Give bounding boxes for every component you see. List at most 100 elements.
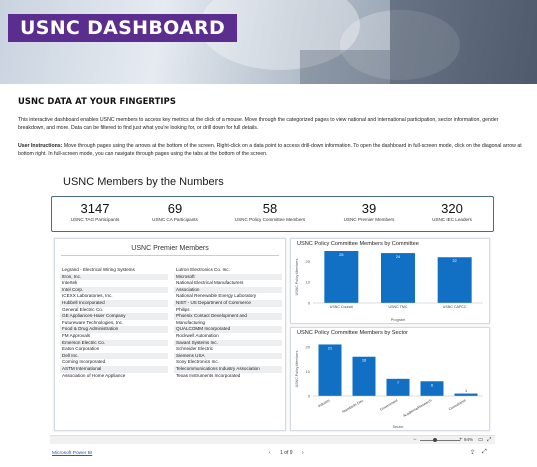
- premier-member-item[interactable]: Telecommunications Industry Association: [174, 365, 282, 373]
- premier-member-item[interactable]: General Electric Co.: [62, 306, 104, 312]
- premier-member-item[interactable]: Food & Drug Administration: [60, 326, 168, 333]
- data-label: 25: [339, 253, 343, 257]
- bar[interactable]: [437, 257, 472, 303]
- page-indicator: 1 of 9: [280, 450, 293, 456]
- y-tick-label: 20: [306, 344, 311, 349]
- premier-member-item[interactable]: Legrand - Electrical Wiring Systems: [62, 267, 135, 272]
- data-label: 24: [396, 255, 400, 259]
- data-label: 21: [328, 346, 332, 350]
- dashboard-title: USNC DASHBOARD: [8, 14, 238, 42]
- kpi-ca-participants[interactable]: 69 USNC CA Participants: [140, 201, 210, 223]
- kpi-value: 39: [361, 201, 377, 216]
- zoom-in-button[interactable]: +: [459, 437, 463, 443]
- bar[interactable]: [381, 253, 415, 303]
- premier-member-item[interactable]: Microsoft: [174, 273, 282, 281]
- premier-member-item[interactable]: National Electrical Manufacturers: [176, 280, 244, 286]
- data-label: 6: [431, 383, 433, 387]
- data-label: 7: [397, 381, 399, 385]
- report-title: USNC Members by the Numbers: [63, 176, 224, 188]
- kpi-label: USNC Policy Committee Members: [234, 217, 306, 222]
- zoom-out-button[interactable]: −: [413, 437, 417, 443]
- kpi-tag-participants[interactable]: 3147 USNC TAG Participants: [60, 201, 130, 223]
- bar[interactable]: [318, 344, 342, 396]
- premier-member-item[interactable]: Eaton Corporation: [62, 346, 100, 352]
- bar[interactable]: [454, 393, 478, 396]
- zoom-slider-handle[interactable]: [433, 438, 437, 442]
- instructions-text: Move through pages using the arrows at t…: [18, 143, 522, 157]
- embedded-report[interactable]: USNC Members by the Numbers 3147 USNC TA…: [50, 174, 495, 432]
- chart-title: USNC Policy Committee Members by Committ…: [297, 241, 419, 247]
- premier-member-item[interactable]: National Renewable Energy Laboratory: [176, 293, 257, 299]
- premier-member-item[interactable]: Hubbell Incorporated: [60, 299, 168, 307]
- data-label: 22: [453, 259, 457, 263]
- premier-member-item[interactable]: Sony Electronics Inc.: [176, 359, 219, 365]
- premier-member-item[interactable]: NIST - US Department of Commerce: [174, 299, 282, 307]
- intro-paragraph: This interactive dashboard enables USNC …: [18, 117, 499, 131]
- premier-member-item[interactable]: Savant Systems Inc.: [174, 339, 282, 347]
- data-label: 16: [362, 359, 366, 363]
- report-zoom-bar: − + 94% ▭ ⤢: [50, 435, 495, 444]
- y-tick-label: 0: [308, 394, 311, 399]
- premier-member-item[interactable]: Corning Incorporated: [62, 359, 106, 365]
- kpi-policy-committee[interactable]: 58 USNC Policy Committee Members: [222, 201, 318, 223]
- x-tick-label: USNC TMC: [389, 305, 408, 309]
- premier-member-item[interactable]: FM Approvals: [62, 332, 91, 338]
- chart-by-committee[interactable]: USNC Policy Committee Members by Committ…: [290, 238, 490, 324]
- premier-member-item[interactable]: Manufacturing: [176, 319, 206, 325]
- x-tick-label: USNC Council: [330, 305, 353, 309]
- committee-bar-chart[interactable]: USNC Policy Members 20 10 0 25 USNC Council 24…: [291, 239, 491, 325]
- kpi-premier-members[interactable]: 39 USNC Premier Members: [334, 201, 404, 223]
- kpi-card-row: 3147 USNC TAG Participants 69 USNC CA Pa…: [51, 196, 494, 232]
- x-tick-label: Standards Dev.: [341, 398, 364, 414]
- kpi-value: 3147: [80, 201, 110, 216]
- kpi-iec-leaders[interactable]: 320 USNC IEC Leaders: [417, 201, 487, 223]
- fit-page-icon[interactable]: ▭: [478, 437, 484, 443]
- bar[interactable]: [386, 378, 410, 396]
- premier-member-item[interactable]: Intertek: [62, 280, 78, 286]
- premier-member-item[interactable]: ASTM International: [60, 365, 168, 373]
- premier-member-item[interactable]: Siemens USA: [174, 352, 282, 360]
- premier-member-item[interactable]: Philips: [176, 306, 190, 312]
- premier-members-title: USNC Premier Members: [131, 245, 209, 252]
- fullscreen-icon[interactable]: ⤢: [482, 449, 487, 455]
- chart-by-sector[interactable]: USNC Policy Committee Members by Sector …: [290, 327, 490, 431]
- sector-bar-chart[interactable]: USNC Policy Members2010021Industry16Stan…: [291, 328, 491, 432]
- data-label: 1: [465, 389, 467, 393]
- premier-members-column-1: Legrand - Electrical Wiring Systems Itron…: [60, 267, 168, 379]
- premier-member-item[interactable]: Phoenix Contact Development and: [174, 313, 282, 320]
- zoom-slider-track[interactable]: [420, 440, 460, 441]
- premier-member-item[interactable]: Association of Home Appliance: [62, 372, 126, 378]
- premier-member-item[interactable]: Schneider Electric: [176, 346, 214, 352]
- powerbi-link[interactable]: Microsoft Power BI: [52, 451, 93, 456]
- bar[interactable]: [352, 356, 376, 396]
- premier-member-item[interactable]: Emerson Electric Co.: [60, 339, 168, 347]
- expand-icon[interactable]: ⤢: [487, 437, 492, 443]
- y-tick-label: 20: [306, 259, 311, 264]
- y-tick-label: 0: [308, 301, 311, 306]
- bar[interactable]: [324, 251, 359, 303]
- x-axis-label: Sector: [393, 425, 405, 429]
- premier-member-item[interactable]: Association: [174, 286, 282, 294]
- x-tick-label: Consultants: [448, 398, 467, 411]
- premier-member-item[interactable]: GE Appliances-Haier Company: [60, 313, 168, 320]
- premier-members-table[interactable]: USNC Premier Members Legrand - Electrica…: [54, 238, 286, 431]
- next-page-button[interactable]: ›: [301, 450, 304, 456]
- previous-page-button[interactable]: ‹: [269, 450, 271, 456]
- premier-members-column-2: Lutron Electronics Co. Inc. Microsoft Nati…: [174, 267, 282, 379]
- section-heading: USNC DATA AT YOUR FINGERTIPS: [18, 96, 176, 106]
- premier-member-item[interactable]: Lutron Electronics Co. Inc.: [176, 267, 230, 272]
- premier-member-item[interactable]: Texas Instruments Incorporated: [176, 372, 241, 378]
- premier-member-item[interactable]: Futureware Technologies, Inc.: [62, 319, 124, 325]
- share-icon[interactable]: ⇪: [470, 450, 476, 456]
- premier-member-item[interactable]: ICEXX Laboratories, Inc.: [62, 293, 113, 299]
- premier-member-item[interactable]: Itron, Inc.: [60, 273, 168, 281]
- bar[interactable]: [420, 381, 444, 396]
- divider: [61, 255, 279, 256]
- y-tick-label: 10: [306, 369, 311, 374]
- y-tick-label: 10: [306, 280, 311, 285]
- premier-member-item[interactable]: Rockwell Automation: [176, 332, 219, 338]
- premier-member-item[interactable]: Dell Inc.: [60, 352, 168, 360]
- kpi-label: USNC IEC Leaders: [432, 217, 472, 222]
- premier-member-item[interactable]: QUALCOMM Incorporated: [174, 326, 282, 333]
- premier-member-item[interactable]: Intel Corp.: [60, 286, 168, 294]
